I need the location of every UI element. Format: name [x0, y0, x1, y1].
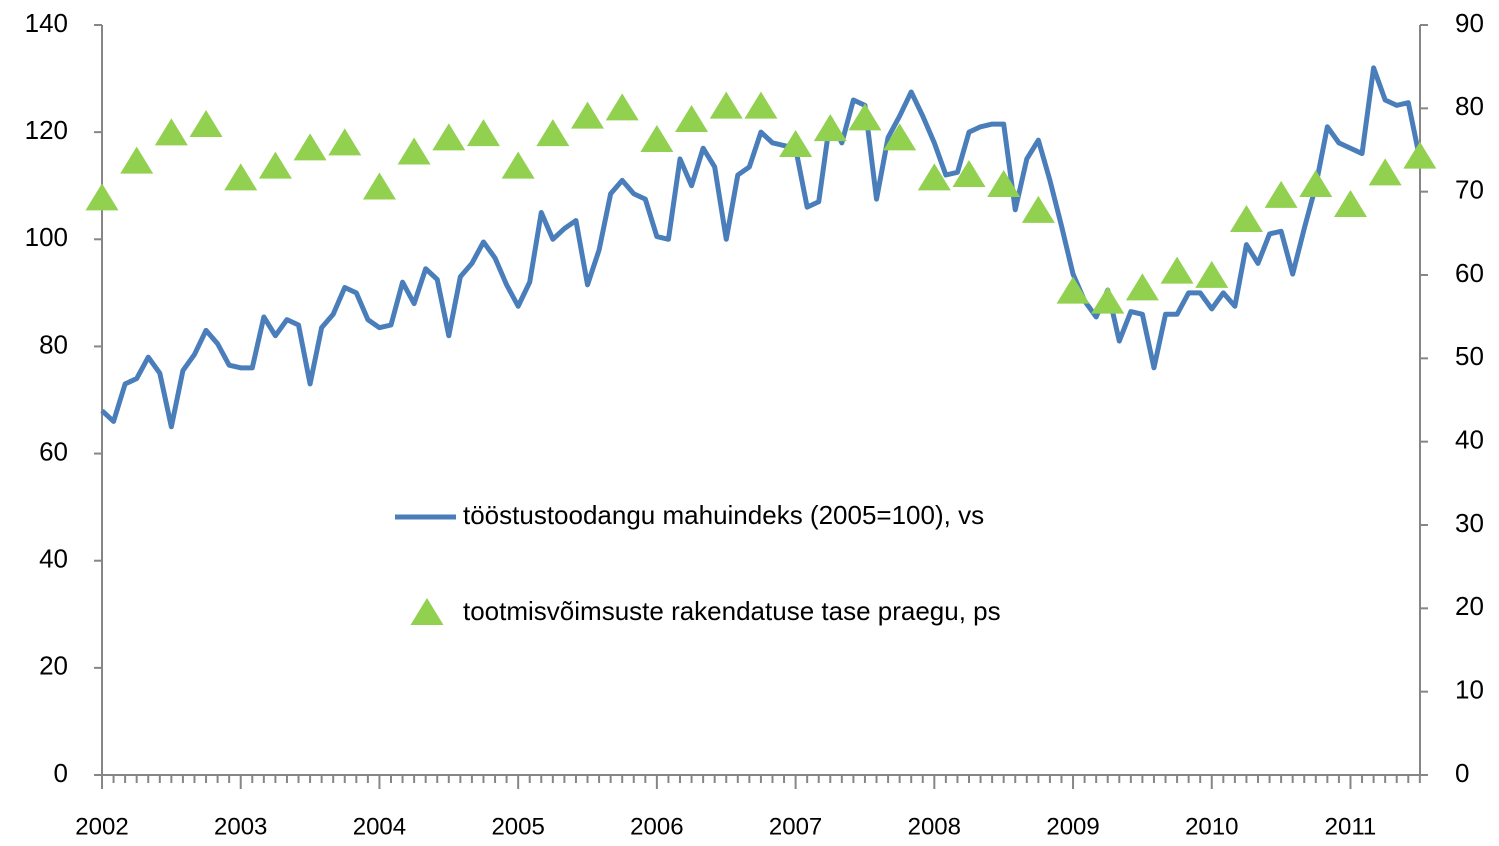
marker — [1403, 141, 1437, 169]
marker — [1229, 205, 1263, 232]
marker — [1195, 260, 1229, 288]
y-tick-label: 20 — [39, 651, 68, 681]
marker — [952, 160, 986, 187]
y2-tick-label: 90 — [1455, 8, 1484, 38]
y-tick-label: 60 — [39, 436, 68, 466]
marker — [640, 125, 674, 152]
y2-tick-label: 0 — [1455, 758, 1469, 788]
marker — [1368, 158, 1402, 186]
marker — [258, 151, 292, 179]
y2-tick-label: 50 — [1455, 341, 1484, 371]
y2-tick-label: 10 — [1455, 675, 1484, 705]
marker — [224, 163, 258, 191]
marker — [154, 118, 188, 146]
marker — [605, 93, 639, 121]
y2-tick-label: 80 — [1455, 91, 1484, 121]
marker — [883, 123, 917, 151]
marker — [120, 146, 154, 174]
marker — [362, 172, 396, 200]
marker — [1160, 256, 1194, 284]
y-tick-label: 0 — [54, 758, 68, 788]
x-tick-label: 2009 — [1046, 813, 1099, 840]
marker — [189, 110, 223, 137]
legend-label: tootmisvõimsuste rakendatuse tase praegu… — [463, 596, 1001, 626]
x-tick-label: 2010 — [1185, 813, 1238, 840]
marker — [779, 130, 813, 157]
y-tick-label: 40 — [39, 544, 68, 574]
marker — [1264, 180, 1298, 208]
x-tick-label: 2002 — [75, 813, 128, 840]
marker — [571, 101, 605, 129]
marker — [675, 105, 709, 132]
y-tick-label: 120 — [25, 115, 68, 145]
marker — [813, 114, 847, 142]
y-tick-label: 100 — [25, 222, 68, 252]
marker — [1091, 286, 1125, 314]
x-tick-label: 2007 — [769, 813, 822, 840]
marker — [293, 133, 327, 161]
marker — [397, 137, 431, 165]
marker — [1125, 273, 1159, 301]
line — [100, 65, 1423, 430]
marker — [987, 170, 1021, 197]
marker — [1056, 276, 1090, 304]
y2-tick-label: 20 — [1455, 591, 1484, 621]
x-tick-label: 2011 — [1325, 813, 1377, 840]
legend-label: tööstustoodangu mahuindeks (2005=100), v… — [463, 500, 984, 530]
marker — [744, 91, 778, 119]
marker — [501, 151, 535, 179]
marker — [709, 91, 743, 119]
marker — [536, 119, 570, 147]
y2-tick-label: 40 — [1455, 425, 1484, 455]
y-tick-label: 80 — [39, 329, 68, 359]
marker — [1299, 170, 1333, 197]
marker — [432, 123, 466, 151]
marker — [1333, 190, 1367, 217]
marker — [85, 183, 119, 211]
y-tick-label: 140 — [25, 8, 68, 38]
marker — [1021, 195, 1055, 223]
y2-tick-label: 30 — [1455, 508, 1484, 538]
y2-tick-label: 60 — [1455, 258, 1484, 288]
marker — [466, 119, 500, 147]
x-tick-label: 2003 — [214, 813, 267, 840]
legend-marker — [410, 598, 444, 625]
y2-tick-label: 70 — [1455, 175, 1484, 205]
x-tick-label: 2006 — [630, 813, 683, 840]
x-tick-label: 2005 — [491, 813, 544, 840]
x-tick-label: 2004 — [353, 813, 406, 840]
marker — [848, 103, 882, 131]
marker — [328, 128, 362, 156]
x-tick-label: 2008 — [908, 813, 961, 840]
marker — [917, 163, 951, 191]
